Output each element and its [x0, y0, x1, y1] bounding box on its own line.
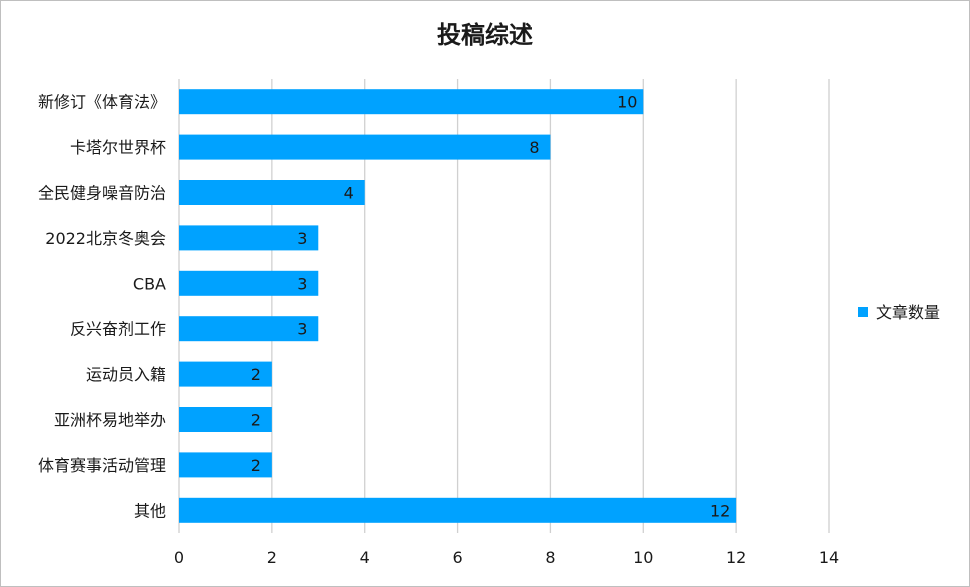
x-tick-label: 0 [174, 548, 184, 567]
data-label: 3 [297, 229, 307, 248]
data-label: 10 [617, 93, 637, 112]
bar [179, 270, 319, 296]
bar [179, 89, 644, 115]
data-label: 3 [297, 320, 307, 339]
bar [179, 134, 551, 160]
category-label: 反兴奋剂工作 [70, 320, 166, 339]
legend: 文章数量 [858, 303, 940, 322]
x-tick-label: 14 [819, 548, 839, 567]
category-label: 其他 [134, 501, 166, 520]
category-label: 体育赛事活动管理 [38, 456, 166, 475]
bar [179, 361, 272, 387]
data-label: 2 [251, 411, 261, 430]
category-label: 运动员入籍 [86, 365, 166, 384]
category-label: 亚洲杯易地举办 [54, 411, 166, 430]
data-labels: 10 8 4 3 3 3 2 2 2 12 [251, 93, 731, 521]
data-label: 2 [251, 365, 261, 384]
bar [179, 180, 365, 205]
data-label: 3 [297, 274, 307, 293]
category-label: 卡塔尔世界杯 [70, 138, 166, 157]
bars [179, 89, 737, 523]
data-label: 4 [344, 184, 354, 203]
category-label: 2022北京冬奥会 [45, 229, 166, 248]
bar [179, 225, 319, 251]
legend-label: 文章数量 [876, 303, 940, 322]
x-tick-label: 10 [633, 548, 653, 567]
bar [179, 407, 272, 432]
chart-title: 投稿综述 [437, 21, 533, 49]
category-label: 全民健身噪音防治 [38, 184, 166, 203]
x-tick-label: 6 [452, 548, 462, 567]
bar [179, 497, 737, 523]
category-label: 新修订《体育法》 [38, 93, 166, 112]
category-label: CBA [133, 274, 166, 293]
x-tick-label: 4 [360, 548, 370, 567]
data-label: 12 [710, 501, 730, 520]
x-tick-label: 2 [267, 548, 277, 567]
bar [179, 316, 319, 342]
data-label: 8 [529, 138, 539, 157]
data-label: 2 [251, 456, 261, 475]
x-tick-label: 12 [726, 548, 746, 567]
legend-swatch [858, 307, 868, 317]
bar [179, 452, 272, 478]
x-tick-labels: 0 2 4 6 8 10 12 14 [174, 548, 839, 567]
x-tick-label: 8 [545, 548, 555, 567]
